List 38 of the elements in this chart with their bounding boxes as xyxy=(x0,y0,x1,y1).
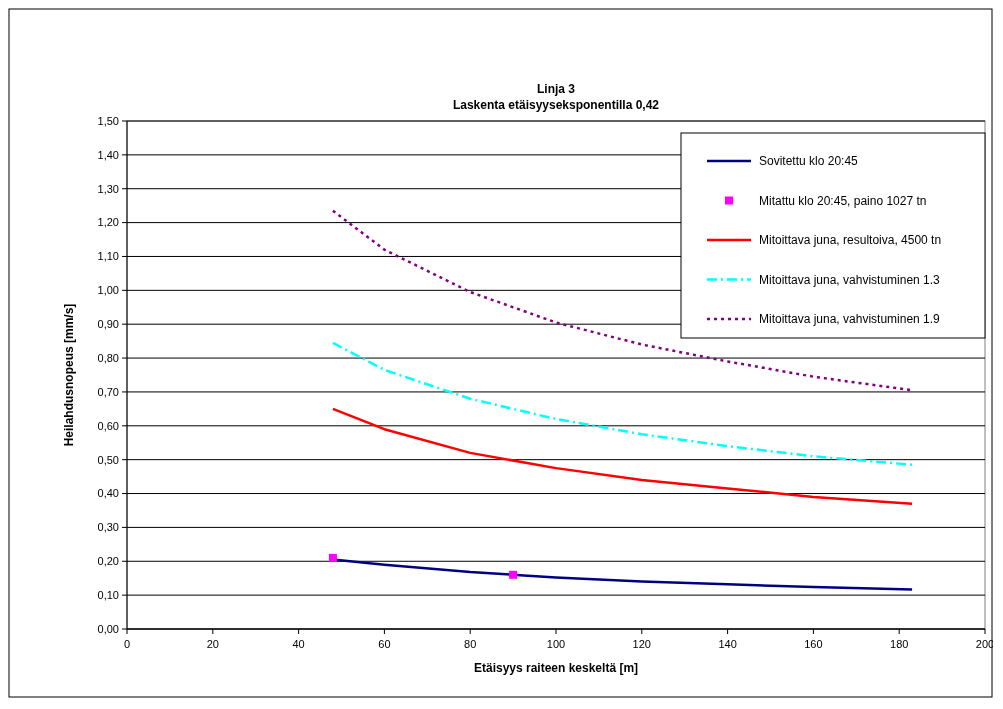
y-tick-label: 0,20 xyxy=(97,555,119,568)
y-tick-label: 0,00 xyxy=(97,622,119,635)
x-tick-label: 60 xyxy=(378,638,391,650)
y-tick-label: 1,50 xyxy=(97,114,119,127)
legend-label: Mitattu klo 20:45, paino 1027 tn xyxy=(759,193,927,208)
y-tick-label: 1,00 xyxy=(97,284,119,297)
x-tick-label: 80 xyxy=(464,638,477,650)
legend-label: Mitoittava juna, vahvistuminen 1.9 xyxy=(759,312,941,327)
y-tick-label: 0,90 xyxy=(97,318,119,331)
legend-label: Mitoittava juna, resultoiva, 4500 tn xyxy=(759,233,942,248)
line-series xyxy=(331,341,914,466)
y-tick-label: 1,10 xyxy=(97,250,119,263)
y-tick-label: 1,20 xyxy=(97,216,119,229)
y-tick-label: 0,50 xyxy=(97,453,119,466)
x-tick-label: 0 xyxy=(123,638,131,650)
legend-label: Sovitettu klo 20:45 xyxy=(759,154,859,169)
y-tick-label: 0,10 xyxy=(97,588,119,601)
x-tick-label: 40 xyxy=(292,638,305,650)
x-tick-label: 120 xyxy=(632,638,651,650)
chart-subtitle: Laskenta etäisyyseksponentilla 0,42 xyxy=(452,98,660,112)
y-tick-label: 0,70 xyxy=(97,385,119,398)
x-tick-label: 20 xyxy=(206,638,219,650)
line-series xyxy=(331,407,914,505)
y-tick-label: 0,80 xyxy=(97,351,119,364)
legend-label: Mitoittava juna, vahvistuminen 1.3 xyxy=(759,272,941,287)
x-tick-label: 140 xyxy=(718,638,737,650)
x-tick-label: 180 xyxy=(890,638,909,650)
y-tick-label: 0,30 xyxy=(97,521,119,534)
y-tick-label: 1,30 xyxy=(97,182,119,195)
x-axis-title: Etäisyys raiteen keskeltä [m] xyxy=(473,661,639,675)
y-tick-label: 0,40 xyxy=(97,487,119,500)
x-tick-label: 200 xyxy=(975,638,995,650)
y-tick-label: 0,60 xyxy=(97,419,119,432)
y-axis-title: Heilahdusnopeus [mm/s] xyxy=(62,303,76,447)
x-tick-label: 160 xyxy=(804,638,823,650)
y-tick-label: 1,40 xyxy=(97,148,119,161)
x-tick-label: 100 xyxy=(546,638,566,650)
chart-title: Linja 3 xyxy=(536,82,576,96)
